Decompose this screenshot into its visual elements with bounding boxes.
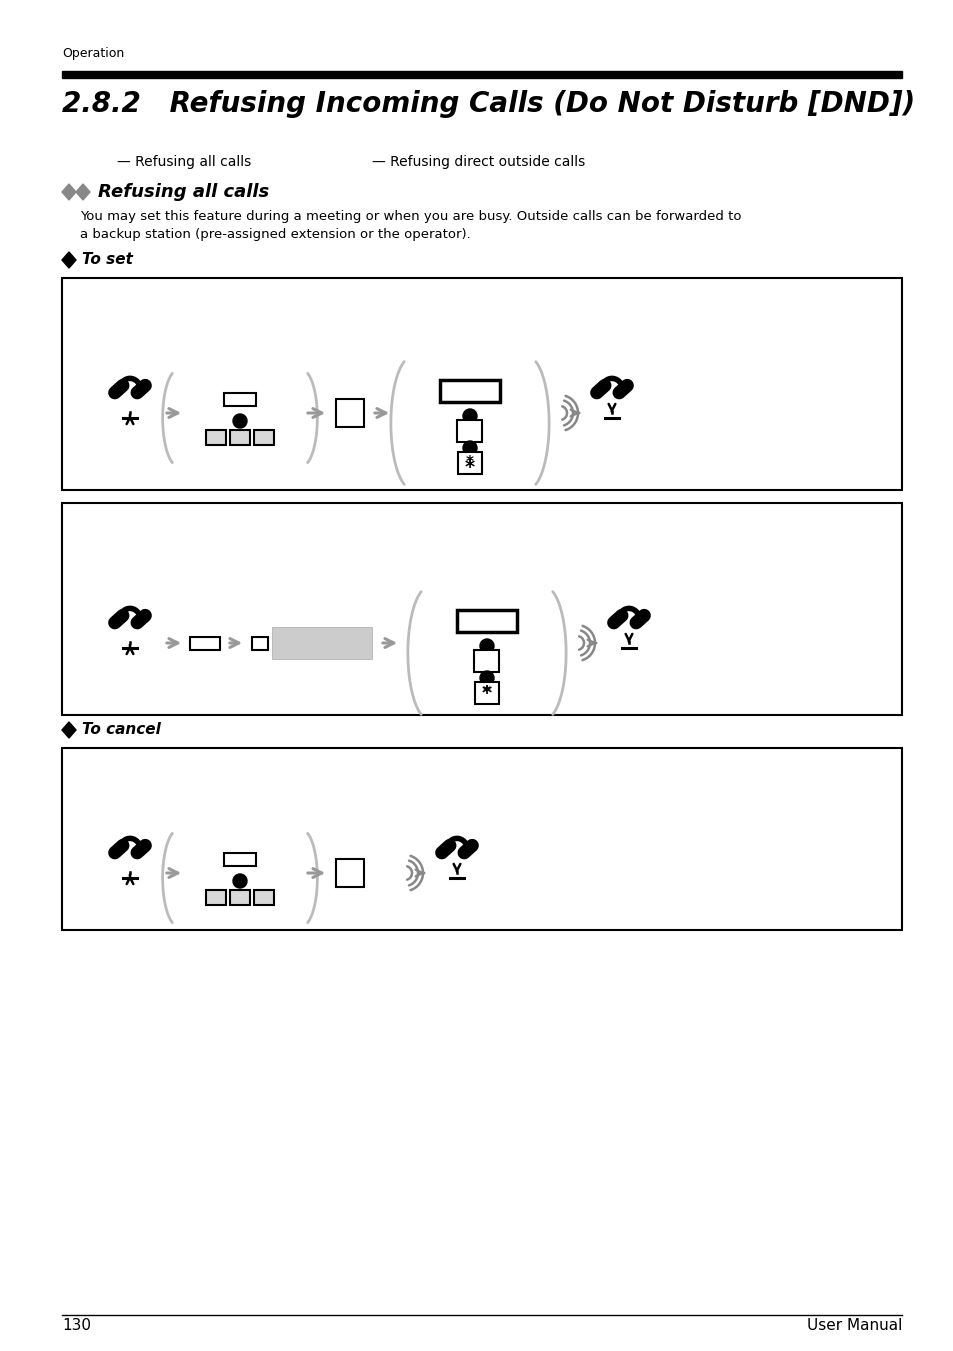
Bar — [62, 503, 232, 543]
Bar — [474, 650, 499, 671]
Bar — [439, 380, 499, 403]
Bar — [206, 430, 226, 444]
Bar — [62, 278, 232, 317]
Text: You may set this feature during a meeting or when you are busy. Outside calls ca: You may set this feature during a meetin… — [80, 209, 740, 223]
Text: To set: To set — [82, 253, 132, 267]
Text: 2.8.2   Refusing Incoming Calls (Do Not Disturb [DND]): 2.8.2 Refusing Incoming Calls (Do Not Di… — [62, 91, 914, 118]
Bar — [253, 430, 274, 444]
Bar — [230, 889, 250, 905]
Text: *: * — [481, 684, 492, 703]
Bar — [457, 453, 481, 474]
Bar — [62, 503, 901, 715]
Bar — [272, 627, 372, 659]
Text: a backup station (pre-assigned extension or the operator).: a backup station (pre-assigned extension… — [80, 228, 470, 240]
Bar — [224, 393, 255, 405]
Text: *: * — [465, 455, 474, 470]
Text: Refusing all calls: Refusing all calls — [98, 182, 269, 201]
Bar — [252, 636, 268, 650]
Bar — [230, 430, 250, 444]
Bar — [62, 278, 901, 490]
Bar — [224, 852, 255, 866]
Text: 130: 130 — [62, 1317, 91, 1332]
Circle shape — [462, 409, 476, 423]
Polygon shape — [76, 184, 90, 200]
Circle shape — [462, 440, 476, 455]
Bar — [190, 636, 220, 650]
Polygon shape — [62, 184, 76, 200]
Bar — [475, 682, 498, 704]
Bar — [206, 889, 226, 905]
Text: *: * — [482, 685, 491, 701]
Text: — Refusing all calls: — Refusing all calls — [117, 155, 251, 169]
Text: *: * — [464, 458, 475, 477]
Text: Operation: Operation — [62, 47, 124, 59]
Bar — [456, 611, 517, 632]
Bar — [253, 889, 274, 905]
Bar — [62, 72, 901, 78]
Polygon shape — [62, 253, 76, 267]
Bar — [335, 399, 364, 427]
Text: To cancel: To cancel — [82, 723, 161, 738]
Bar — [62, 748, 232, 788]
Bar — [335, 859, 364, 888]
Text: User Manual: User Manual — [806, 1317, 901, 1332]
Circle shape — [233, 413, 247, 428]
Circle shape — [479, 671, 494, 685]
Bar — [62, 748, 901, 929]
Circle shape — [479, 639, 494, 653]
Text: — Refusing direct outside calls: — Refusing direct outside calls — [372, 155, 584, 169]
Bar — [457, 420, 482, 442]
Polygon shape — [62, 721, 76, 738]
Circle shape — [233, 874, 247, 888]
